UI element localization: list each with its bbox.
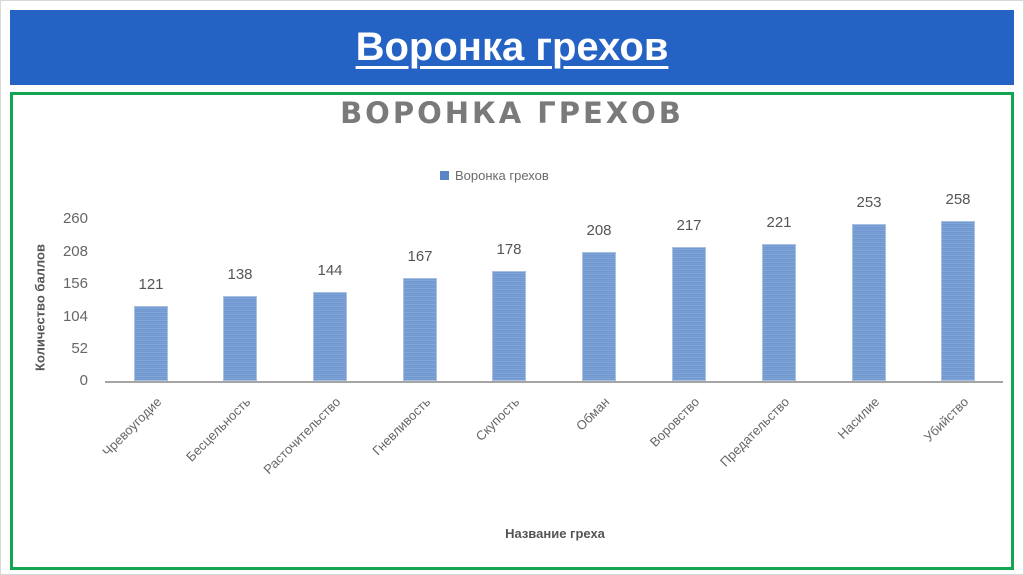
data-label: 221 <box>766 214 792 231</box>
bar <box>582 252 616 381</box>
bar <box>134 306 168 381</box>
y-tick: 104 <box>62 308 88 325</box>
slide-title: Воронка грехов <box>355 25 669 69</box>
y-tick: 52 <box>71 340 88 357</box>
y-tick: 0 <box>79 372 88 389</box>
x-axis-title: Название греха <box>505 526 605 541</box>
data-label: 167 <box>407 248 433 265</box>
bar <box>672 247 706 381</box>
bar <box>403 278 437 381</box>
bar <box>223 296 257 381</box>
x-axis-line <box>105 381 1003 383</box>
y-tick: 156 <box>62 275 88 292</box>
data-label: 217 <box>676 217 702 234</box>
data-label: 178 <box>496 241 522 258</box>
bar <box>762 244 796 381</box>
chart-title: ВОРОНКА ГРЕХОВ <box>340 96 684 130</box>
title-banner: Воронка грехов <box>10 10 1014 85</box>
data-label: 121 <box>138 276 164 293</box>
data-label: 253 <box>856 194 882 211</box>
y-axis-title: Количество баллов <box>32 244 48 371</box>
legend-label: Воронка грехов <box>455 168 549 183</box>
data-label: 138 <box>227 266 253 283</box>
bar <box>941 221 975 381</box>
y-tick: 260 <box>62 210 88 227</box>
legend-swatch-icon <box>440 171 449 180</box>
data-label: 258 <box>945 191 971 208</box>
bar <box>492 271 526 381</box>
data-label: 208 <box>586 222 612 239</box>
y-tick: 208 <box>62 243 88 260</box>
legend: Воронка грехов <box>440 168 549 183</box>
bar <box>852 224 886 381</box>
chart-frame <box>10 92 1014 570</box>
bar <box>313 292 347 381</box>
data-label: 144 <box>317 262 343 279</box>
